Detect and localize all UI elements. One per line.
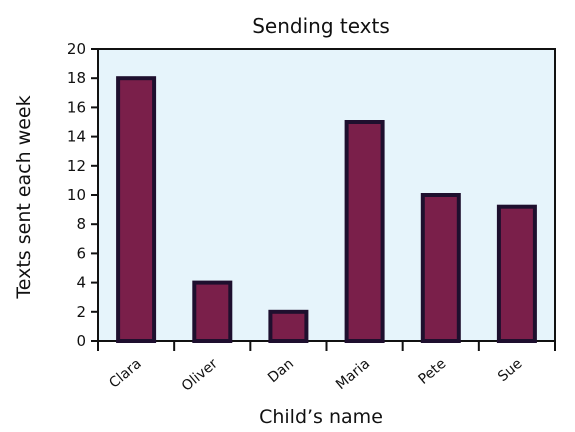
y-tick-label: 20 <box>67 40 86 58</box>
bar-oliver <box>192 280 233 344</box>
chart-title: Sending texts <box>252 14 390 38</box>
x-axis-ticks: Clara Oliver Dan Maria Pete Sue <box>97 341 556 395</box>
y-axis-label: Texts sent each week <box>13 95 35 299</box>
x-tick-label-oliver: Oliver <box>179 356 221 395</box>
bar-sue <box>496 204 537 343</box>
y-tick-label: 6 <box>76 244 86 262</box>
y-tick-label: 16 <box>67 98 86 116</box>
x-tick-label-dan: Dan <box>265 356 297 386</box>
bar-clara <box>116 76 157 343</box>
x-axis-label: Child’s name <box>259 406 383 428</box>
y-tick-label: 4 <box>76 274 86 292</box>
x-tick-label-sue: Sue <box>495 356 525 385</box>
plot-area <box>97 48 556 342</box>
x-tick-label-maria: Maria <box>333 356 373 393</box>
y-tick-label: 10 <box>67 186 86 204</box>
y-tick-label: 0 <box>76 332 86 350</box>
y-tick-label: 2 <box>76 303 86 321</box>
y-tick-label: 12 <box>67 157 86 175</box>
y-tick-label: 18 <box>67 69 86 87</box>
x-tick-label-pete: Pete <box>416 356 450 388</box>
bar-dan <box>268 309 309 343</box>
y-axis-ticks: 0 2 4 6 8 10 12 14 16 18 20 <box>67 40 98 350</box>
bars-group <box>116 76 537 344</box>
y-tick-label: 8 <box>76 215 86 233</box>
x-tick-label-clara: Clara <box>106 356 144 392</box>
bar-pete <box>420 193 461 343</box>
bar-maria <box>344 120 385 343</box>
y-tick-label: 14 <box>67 128 86 146</box>
